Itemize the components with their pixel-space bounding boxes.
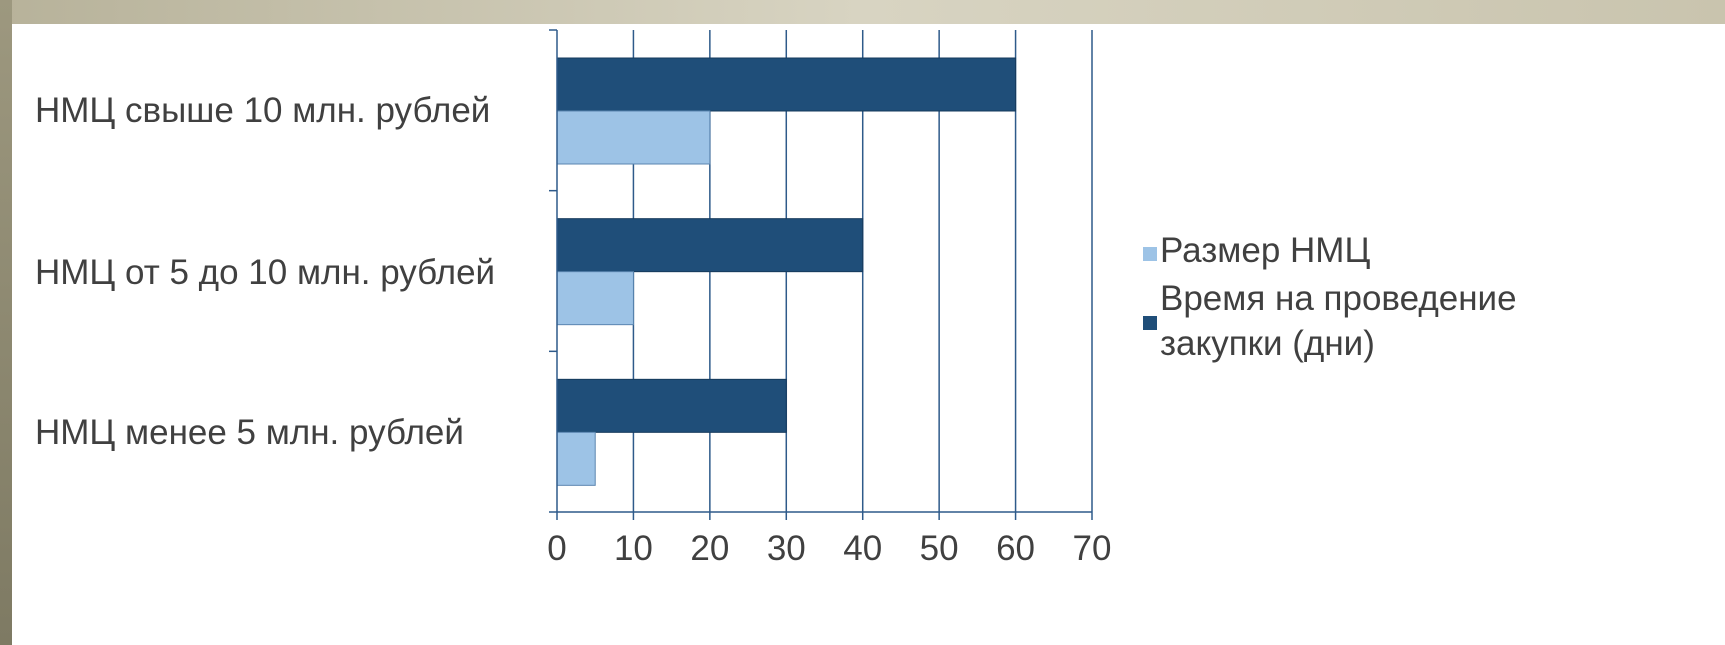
legend-swatch-nmc-size bbox=[1143, 247, 1157, 261]
window-left-border bbox=[0, 0, 12, 645]
x-tick-label: 40 bbox=[843, 529, 882, 568]
bar-nmc-size bbox=[556, 271, 634, 326]
legend-swatch-time bbox=[1143, 316, 1157, 330]
axes bbox=[549, 29, 1093, 520]
x-tick-label: 0 bbox=[547, 529, 566, 568]
x-tick-label: 30 bbox=[767, 529, 806, 568]
bar-nmc-size bbox=[556, 431, 596, 486]
bars bbox=[556, 57, 1017, 486]
legend-label-time: Время на проведение bbox=[1160, 279, 1517, 318]
category-label: НМЦ свыше 10 млн. рублей bbox=[35, 91, 490, 130]
bar-time bbox=[556, 218, 864, 273]
x-tick-label: 20 bbox=[690, 529, 729, 568]
category-label: НМЦ от 5 до 10 млн. рублей bbox=[35, 253, 495, 292]
legend-label-time: закупки (дни) bbox=[1160, 324, 1375, 363]
x-tick-label: 50 bbox=[920, 529, 959, 568]
bar-time bbox=[556, 378, 787, 433]
bar-nmc-size bbox=[556, 110, 711, 165]
bar-time bbox=[556, 57, 1017, 112]
chart-panel bbox=[12, 24, 1725, 645]
x-tick-label: 60 bbox=[996, 529, 1035, 568]
window-top-border bbox=[0, 0, 1725, 24]
x-tick-label: 10 bbox=[614, 529, 653, 568]
legend: Размер НМЦ Время на проведение закупки (дн… bbox=[1143, 231, 1517, 363]
x-tick-label: 70 bbox=[1073, 529, 1112, 568]
labels: 0 10 20 30 40 50 60 70 НМЦ свыше 10 млн. рублей Н… bbox=[35, 91, 1111, 568]
category-label: НМЦ менее 5 млн. рублей bbox=[35, 413, 464, 452]
legend-label-nmc-size: Размер НМЦ bbox=[1160, 231, 1370, 270]
